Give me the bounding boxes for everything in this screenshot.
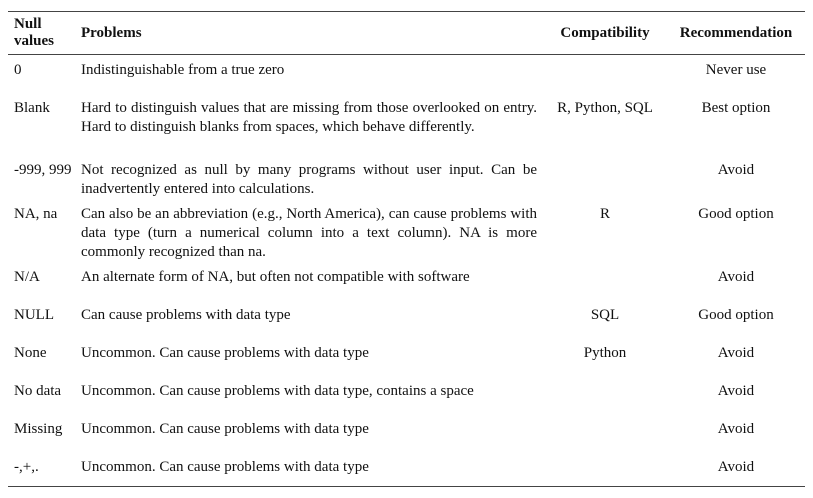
- cell-null-value: Missing: [14, 421, 63, 437]
- cell-recommendation: Avoid: [717, 269, 755, 285]
- cell-compatibility: R: [599, 206, 610, 222]
- cell-null-value: 0: [14, 62, 22, 78]
- cell-compatibility: Python: [583, 345, 627, 361]
- header-row: Null values Problems Compatibility Recom…: [8, 11, 805, 55]
- cell-compatibility: [543, 55, 667, 94]
- cell-null-value: No data: [14, 383, 62, 399]
- cell-problems: Can also be an abbreviation (e.g., North…: [81, 206, 537, 260]
- cell-null-value: -,+,.: [14, 459, 39, 475]
- table-row: Missing Uncommon. Can cause problems wit…: [8, 414, 805, 452]
- null-values-table: Null values Problems Compatibility Recom…: [8, 11, 805, 487]
- cell-recommendation: Best option: [701, 100, 771, 116]
- cell-problems: Uncommon. Can cause problems with data t…: [81, 421, 369, 437]
- cell-problems: Can cause problems with data type: [81, 307, 291, 323]
- table-row: None Uncommon. Can cause problems with d…: [8, 338, 805, 376]
- table-row: Blank Hard to distinguish values that ar…: [8, 93, 805, 155]
- cell-compatibility: [543, 376, 667, 414]
- cell-recommendation: Good option: [698, 206, 774, 222]
- table-row: -,+,. Uncommon. Can cause problems with …: [8, 452, 805, 487]
- header-problems: Problems: [81, 24, 142, 41]
- header-recommendation: Recommendation: [679, 24, 793, 41]
- cell-compatibility: SQL: [590, 307, 620, 323]
- cell-recommendation: Avoid: [717, 345, 755, 361]
- cell-problems: Indistinguishable from a true zero: [81, 62, 285, 78]
- cell-null-value: N/A: [14, 269, 40, 285]
- cell-compatibility: [543, 452, 667, 487]
- cell-problems: Uncommon. Can cause problems with data t…: [81, 383, 474, 399]
- header-null-values: Null values: [14, 16, 55, 49]
- cell-recommendation: Avoid: [717, 459, 755, 475]
- table-row: NULL Can cause problems with data type S…: [8, 300, 805, 338]
- cell-problems: Uncommon. Can cause problems with data t…: [81, 345, 369, 361]
- cell-compatibility: [543, 262, 667, 300]
- cell-problems: An alternate form of NA, but often not c…: [81, 269, 470, 285]
- cell-recommendation: Avoid: [717, 383, 755, 399]
- table-row: N/A An alternate form of NA, but often n…: [8, 262, 805, 300]
- cell-null-value: None: [14, 345, 47, 361]
- cell-null-value: NA, na: [14, 206, 58, 222]
- cell-recommendation: Avoid: [717, 421, 755, 437]
- table-body: 0 Indistinguishable from a true zero Nev…: [8, 55, 805, 487]
- table-row: No data Uncommon. Can cause problems wit…: [8, 376, 805, 414]
- cell-recommendation: Avoid: [717, 162, 755, 178]
- table-row: -999, 999 Not recognized as null by many…: [8, 155, 805, 199]
- table-row: 0 Indistinguishable from a true zero Nev…: [8, 55, 805, 94]
- cell-null-value: NULL: [14, 307, 54, 323]
- cell-compatibility: R, Python, SQL: [557, 100, 653, 116]
- cell-problems: Not recognized as null by many programs …: [81, 162, 537, 197]
- cell-null-value: Blank: [14, 100, 50, 116]
- cell-recommendation: Good option: [698, 307, 774, 323]
- table-header: Null values Problems Compatibility Recom…: [8, 11, 805, 55]
- cell-compatibility: [543, 155, 667, 199]
- cell-problems: Hard to distinguish values that are miss…: [81, 100, 537, 135]
- cell-compatibility: [543, 414, 667, 452]
- cell-problems: Uncommon. Can cause problems with data t…: [81, 459, 369, 475]
- cell-null-value: -999, 999: [14, 162, 72, 178]
- cell-recommendation: Never use: [705, 62, 767, 78]
- header-compatibility: Compatibility: [560, 24, 650, 41]
- table-row: NA, na Can also be an abbreviation (e.g.…: [8, 199, 805, 262]
